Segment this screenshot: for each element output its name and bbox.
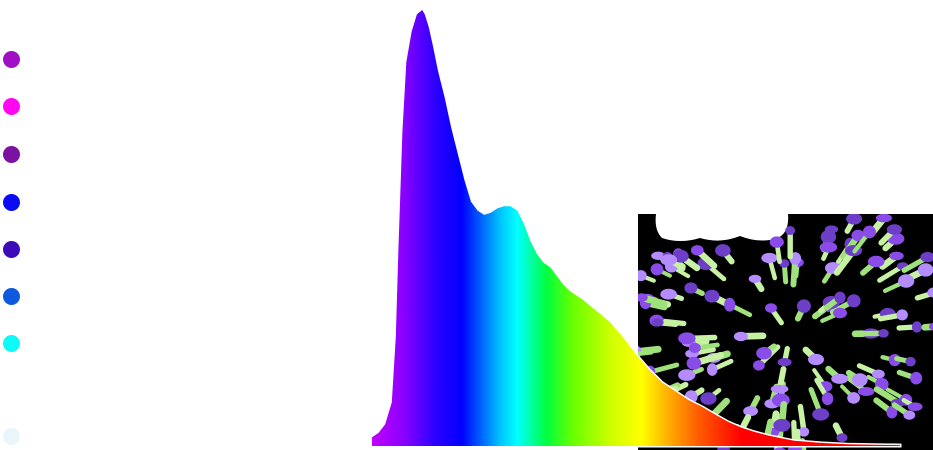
coral-polyp-image: [638, 214, 933, 450]
spectrum-area: [372, 10, 900, 446]
legend-dot-4: [3, 194, 20, 211]
legend-dot-7: [3, 335, 20, 352]
legend: [0, 0, 40, 450]
legend-dot-3: [3, 146, 20, 163]
legend-dot-5: [3, 241, 20, 258]
legend-dot-8: [3, 428, 20, 445]
legend-dot-2: [3, 98, 20, 115]
inset-top-cutout: [655, 214, 789, 241]
legend-dot-1: [3, 51, 20, 68]
coral-polyps: [638, 214, 933, 450]
legend-dot-6: [3, 288, 20, 305]
